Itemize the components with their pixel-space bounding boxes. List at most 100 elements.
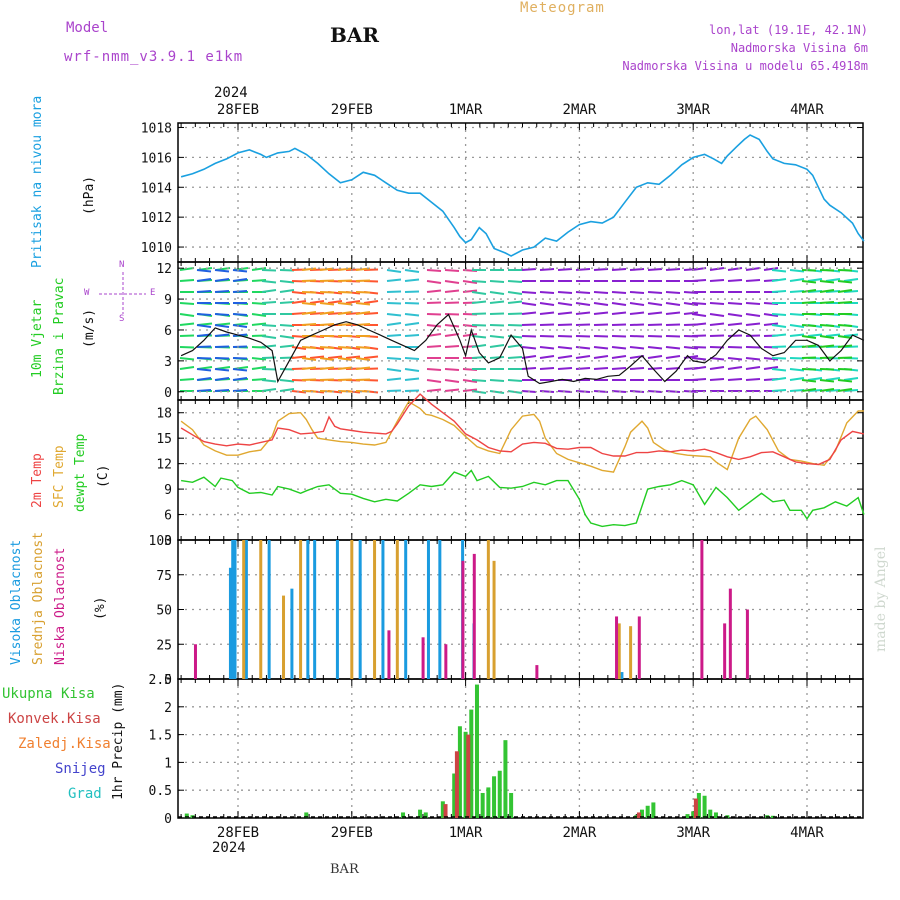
wind-arrow <box>337 366 353 370</box>
wind-arrow <box>232 324 248 328</box>
wind-arrow <box>801 280 817 284</box>
wind-arrow <box>279 335 295 339</box>
wind-arrow <box>261 379 277 383</box>
wind-arrow <box>801 269 817 272</box>
wind-arrow <box>404 357 420 360</box>
wind-arrow <box>557 311 573 315</box>
cloud-bar-high <box>228 567 232 679</box>
cloud-bar-low <box>444 644 448 679</box>
wind-arrow <box>355 302 371 306</box>
wind-arrow <box>709 267 725 271</box>
y-tick-label: 25 <box>156 638 172 653</box>
wind-arrow <box>593 302 609 306</box>
wind-arrow <box>232 313 248 316</box>
wind-arrow <box>709 334 725 337</box>
wind-arrow <box>196 313 212 316</box>
wind-arrow <box>593 311 609 315</box>
wind-arrow <box>489 356 505 359</box>
wind-arrow <box>489 344 505 348</box>
wind-arrow <box>801 324 817 327</box>
wind-arrow <box>843 333 859 337</box>
wind-arrow <box>232 368 248 372</box>
wind-arrow <box>444 388 460 392</box>
wind-arrow <box>279 289 295 293</box>
wind-arrow <box>426 388 442 392</box>
station-title: BAR <box>330 23 380 47</box>
wind-arrow <box>807 377 823 381</box>
wind-arrow <box>261 368 277 371</box>
wind-arrow <box>444 280 460 284</box>
wind-arrow <box>727 366 743 370</box>
wind-arrow <box>301 390 317 393</box>
compass-w: W <box>84 288 90 298</box>
wind-arrow <box>629 323 645 326</box>
wind-arrow <box>179 334 195 337</box>
precip-bar-total <box>423 812 428 818</box>
compass-n: N <box>119 260 125 270</box>
wind-arrow <box>337 302 353 306</box>
wind-arrow <box>319 279 335 282</box>
wind-arrow <box>771 313 787 316</box>
wind-arrow <box>629 311 645 315</box>
wind-arrow <box>709 357 725 361</box>
wind-arrow <box>709 279 725 282</box>
wind-arrow <box>557 291 573 294</box>
y-tick-label: 6 <box>164 324 172 339</box>
wind-arrow <box>557 355 573 359</box>
wind-arrow <box>404 377 420 381</box>
wind-arrow <box>337 323 353 326</box>
wind-arrow <box>647 268 663 271</box>
wind-arrow <box>837 280 853 284</box>
precip-bar-total <box>497 770 502 818</box>
day-label-top: 1MAR <box>449 102 483 118</box>
wind-arrow <box>691 322 707 326</box>
wind-arrow <box>837 388 853 392</box>
wind-arrow <box>355 357 371 361</box>
wind-arrow <box>665 323 681 326</box>
wind-arrow <box>426 280 442 284</box>
wind-arrow <box>291 346 307 350</box>
wind-arrow <box>363 300 379 304</box>
wind-arrow <box>819 388 835 392</box>
cloud-bar-mid <box>486 540 490 679</box>
cloud-bar-mid <box>242 540 246 679</box>
wind-arrow <box>837 379 853 383</box>
wind-arrow <box>232 377 248 381</box>
wind-arrow <box>771 290 787 293</box>
day-label-bottom: 2MAR <box>563 825 597 841</box>
cloud-bar-low <box>193 644 197 679</box>
cloud-bar-mid <box>299 540 303 679</box>
wind-arrow <box>196 324 212 328</box>
wind-arrow <box>507 300 523 304</box>
precip-bar-total <box>452 773 457 818</box>
precip-bar-total <box>418 809 423 818</box>
day-label-top: 2MAR <box>563 102 597 118</box>
wind-arrow <box>647 311 663 315</box>
cloud-bar-high <box>290 588 294 679</box>
precip-label-total: Ukupna Kisa <box>2 686 95 702</box>
day-label-top: 3MAR <box>676 102 710 118</box>
wind-arrow <box>801 388 817 392</box>
wind-arrow <box>232 278 248 282</box>
wind-arrow <box>665 268 681 271</box>
wind-arrow <box>426 269 442 272</box>
wind-arrow <box>691 357 707 361</box>
wind-arrow <box>801 368 817 371</box>
wind-arrow <box>727 346 743 349</box>
y-tick-label: 0 <box>164 673 172 688</box>
wind-arrow <box>771 269 787 273</box>
wind-speed-line <box>180 313 865 385</box>
wind-arrow <box>179 357 195 361</box>
wind-arrow <box>507 312 523 315</box>
wind-arrow <box>521 367 537 370</box>
wind-arrow <box>489 312 505 315</box>
wind-arrow <box>426 345 442 348</box>
wind-arrow <box>327 300 343 304</box>
wind-arrow <box>665 291 681 294</box>
y-tick-label: 1014 <box>141 181 172 196</box>
wind-arrow <box>404 334 420 337</box>
wind-arrow <box>345 300 361 304</box>
wind-arrow <box>261 289 277 293</box>
wind-arrow <box>386 389 402 392</box>
wind-arrow <box>179 366 195 370</box>
